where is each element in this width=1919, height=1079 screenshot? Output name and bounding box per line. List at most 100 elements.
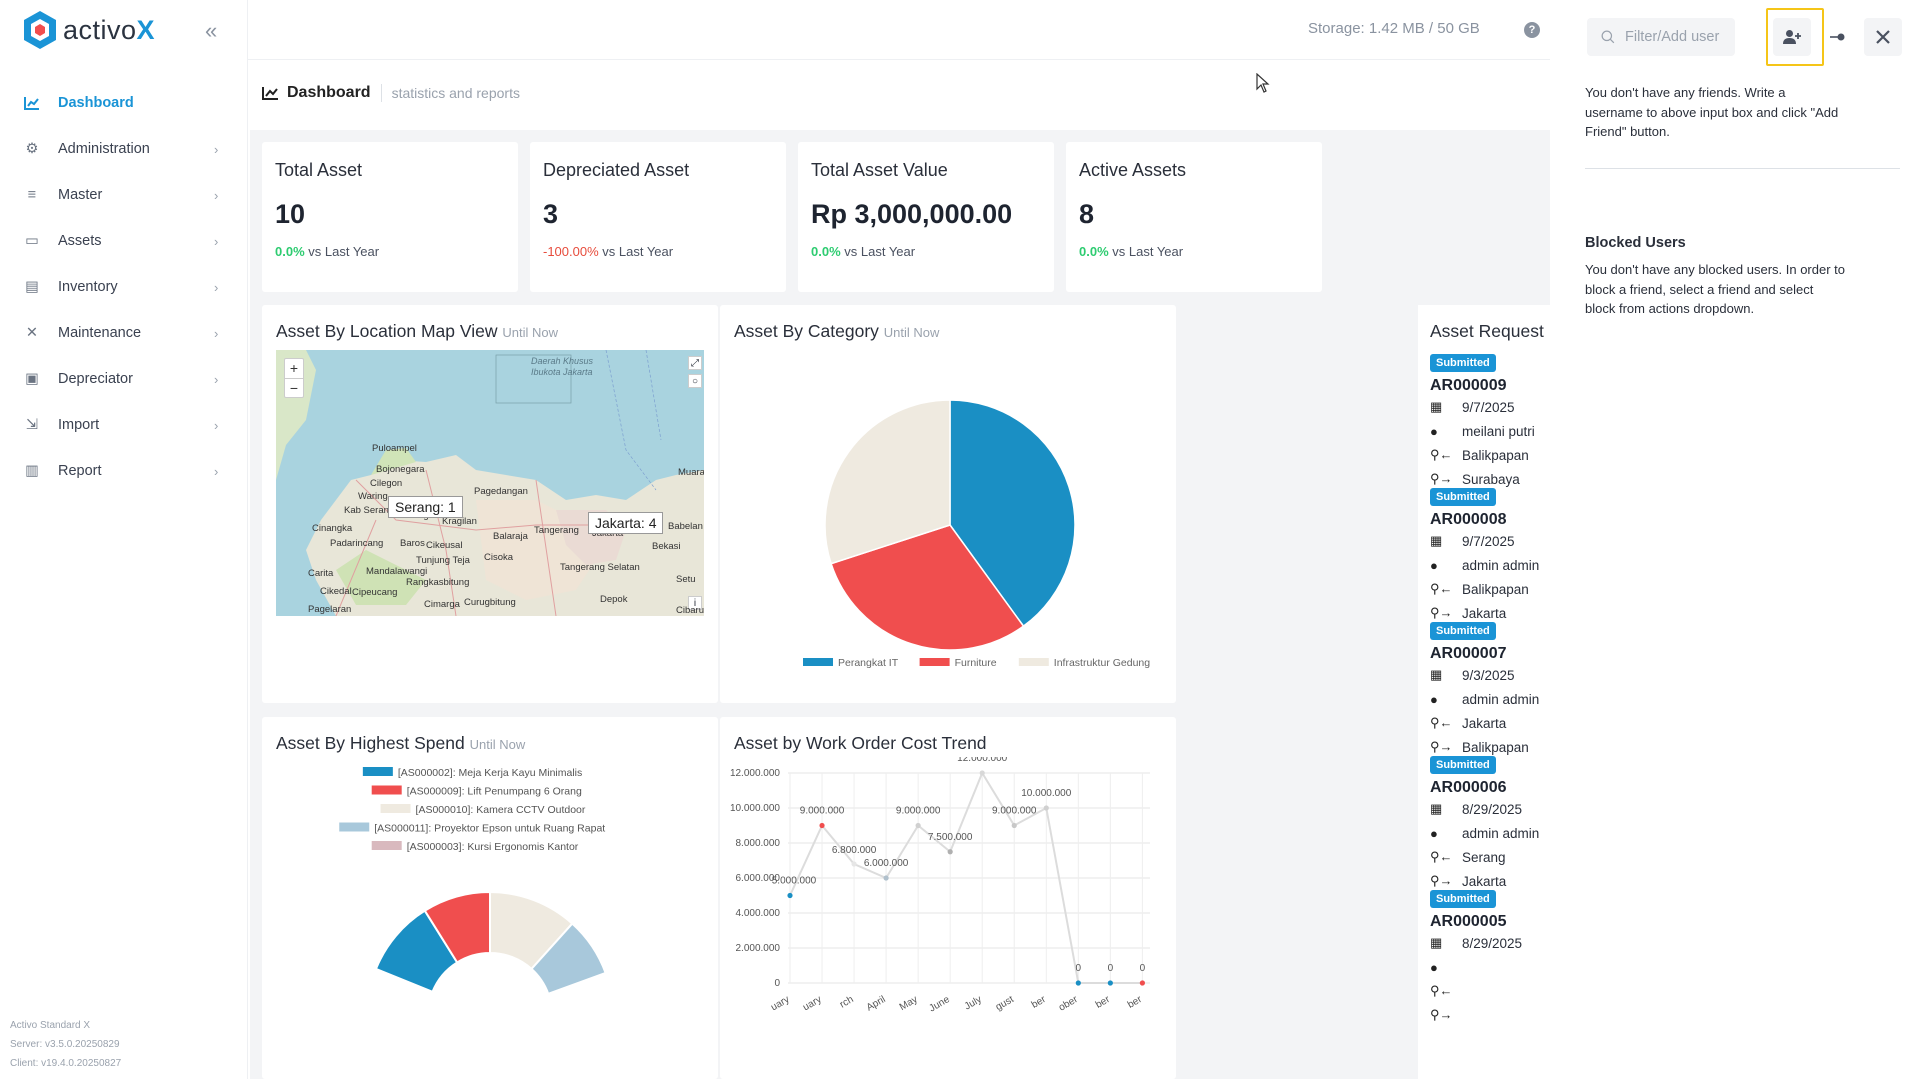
legend-swatch — [1018, 658, 1049, 666]
request-id: AR000005 — [1430, 913, 1507, 930]
sidebar-item-assets[interactable]: ▭ Assets › — [0, 218, 248, 264]
pie-slice[interactable] — [949, 399, 1076, 628]
donut-slice[interactable] — [530, 922, 607, 996]
request-item[interactable]: Submitted AR000009 ▦ 9/7/2025 ● meilani putri… — [1430, 353, 1552, 491]
zoom-in-button[interactable]: + — [289, 360, 299, 376]
data-point[interactable] — [1075, 980, 1081, 986]
friends-panel — [1550, 0, 1919, 1079]
zoom-out-button[interactable]: − — [285, 378, 303, 397]
add-friend-button[interactable] — [1773, 18, 1811, 56]
status-badge: Submitted — [1430, 622, 1496, 640]
map-place-label: Padarincang — [330, 538, 384, 549]
data-point[interactable] — [1043, 805, 1049, 811]
legend-label: [AS000011]: Proyektor Epson untuk Ruang … — [374, 823, 605, 835]
request-to: ⚲→ — [1430, 1003, 1552, 1027]
close-panel-button[interactable] — [1864, 18, 1902, 56]
request-item[interactable]: Submitted AR000005 ▦ 8/29/2025 ● ⚲← ⚲→ — [1430, 889, 1552, 1027]
request-from: ⚲← Balikpapan — [1430, 447, 1529, 463]
y-tick-label: 0 — [774, 978, 780, 989]
data-point[interactable] — [1011, 822, 1017, 829]
locate-icon[interactable]: ○ — [688, 374, 702, 388]
sidebar-item-maintenance[interactable]: ✕ Maintenance › — [0, 310, 248, 356]
request-date: ▦ 8/29/2025 — [1430, 935, 1523, 951]
location-map[interactable]: + − ⤢ ○ i Daerah Khusus Ibukota Jakarta Pu… — [276, 350, 704, 616]
info-icon[interactable]: i — [688, 596, 702, 610]
x-tick-label: May — [898, 994, 920, 1013]
clipboard-icon: ▣ — [25, 371, 39, 387]
data-label: 10.000.000 — [1021, 788, 1071, 799]
map-place-label: Mandalawangi — [366, 566, 428, 577]
toggle-panel-button[interactable] — [1818, 18, 1856, 56]
data-point[interactable] — [819, 822, 825, 829]
y-tick-label: 2.000.000 — [736, 943, 781, 954]
help-icon[interactable]: ? — [1524, 22, 1540, 38]
chevron-right-icon: › — [214, 417, 219, 433]
data-label: 0 — [1140, 963, 1146, 974]
request-from: ⚲← Balikpapan — [1430, 581, 1529, 597]
map-place-label: Cimarga — [424, 599, 460, 610]
request-item[interactable]: Submitted AR000008 ▦ 9/7/2025 ● admin admin ⚲←… — [1430, 487, 1552, 625]
legend-label: Infrastruktur Gedung — [1054, 657, 1150, 669]
map-marker-label-serang[interactable]: Serang: 1 — [388, 496, 463, 518]
sidebar-item-label: Inventory — [58, 279, 118, 295]
filter-add-user-input[interactable] — [1625, 29, 1735, 45]
sidebar-item-label: Administration — [58, 141, 150, 157]
data-point[interactable] — [1139, 980, 1145, 986]
map-place-label: Cipeucang — [352, 587, 398, 598]
map-place-label: Daerah Khusus — [531, 356, 594, 366]
map-place-label: Tangerang Selatan — [560, 562, 640, 573]
legend-swatch — [919, 658, 950, 666]
request-to: ⚲→ Jakarta — [1430, 873, 1507, 889]
x-tick-label: ber — [1030, 994, 1049, 1011]
map-place-label: Depok — [600, 594, 628, 605]
collapse-sidebar-button[interactable]: « — [205, 18, 218, 43]
legend-label: Furniture — [955, 657, 997, 669]
warehouse-icon: ▤ — [25, 279, 39, 295]
category-pie-chart[interactable]: Perangkat IT Furniture Infrastruktur Gedun… — [720, 343, 1176, 703]
logo[interactable]: activoX — [22, 10, 155, 50]
request-item[interactable]: Submitted AR000007 ▦ 9/3/2025 ● admin admin ⚲←… — [1430, 621, 1552, 759]
cost-trend-line-chart[interactable]: 0 2.000.000 4.000.000 6.000.000 8.000.000 10.… — [720, 757, 1176, 1077]
sidebar-item-administration[interactable]: ⚙ Administration › — [0, 126, 248, 172]
sidebar-item-label: Master — [58, 187, 103, 203]
data-point[interactable] — [1107, 980, 1113, 986]
asset-request-card: Asset Request Submitted AR000009 ▦ 9/7/2025… — [1418, 305, 1552, 1079]
pie-slice[interactable] — [830, 524, 1025, 651]
stat-title: Total Asset — [275, 160, 363, 180]
pie-slice[interactable] — [824, 399, 951, 565]
data-point[interactable] — [915, 822, 921, 829]
database-icon: ≡ — [27, 187, 37, 203]
sidebar-nav: Dashboard ⚙ Administration › ≡ Master › ▭ Assets… — [0, 80, 248, 494]
map-marker-label-jakarta[interactable]: Jakarta: 4 — [588, 512, 664, 534]
sidebar-item-report[interactable]: ▥ Report › — [0, 448, 248, 494]
map-place-label: Waring — [358, 491, 388, 502]
status-badge: Submitted — [1430, 890, 1496, 908]
request-id: AR000008 — [1430, 511, 1507, 528]
chart-line-icon — [22, 94, 42, 112]
legend-label: Perangkat IT — [838, 657, 899, 669]
blocked-users-title: Blocked Users — [1585, 235, 1686, 251]
data-point[interactable] — [787, 892, 793, 899]
fullscreen-icon[interactable]: ⤢ — [688, 356, 702, 370]
calendar-icon: ▦ — [1430, 801, 1443, 816]
map-place-label: Curugbitung — [464, 597, 516, 608]
data-point[interactable] — [883, 875, 889, 881]
stat-card: Total Asset Value Rp 3,000,000.00 0.0% vs … — [798, 142, 1054, 292]
stat-change: -100.00% vs Last Year — [543, 244, 674, 259]
map-place-label: Ibukota Jakarta — [531, 367, 593, 377]
sidebar-item-master[interactable]: ≡ Master › — [0, 172, 248, 218]
request-item[interactable]: Submitted AR000006 ▦ 8/29/2025 ● admin admin ⚲… — [1430, 755, 1552, 893]
sidebar-item-inventory[interactable]: ▤ Inventory › — [0, 264, 248, 310]
data-point[interactable] — [979, 770, 985, 776]
sidebar-item-import[interactable]: ⇲ Import › — [0, 402, 248, 448]
close-icon — [1876, 30, 1890, 44]
highest-spend-chart[interactable]: [AS000002]: Meja Kerja Kayu Minimalis [AS… — [262, 749, 718, 1079]
sidebar-item-depreciator[interactable]: ▣ Depreciator › — [0, 356, 248, 402]
stat-value: 8 — [1079, 199, 1095, 229]
x-tick-label: ber — [1126, 994, 1145, 1011]
y-tick-label: 10.000.000 — [730, 803, 780, 814]
data-point[interactable] — [947, 849, 953, 855]
user-icon: ● — [1430, 423, 1438, 439]
sidebar-item-dashboard[interactable]: Dashboard — [0, 80, 248, 126]
data-point[interactable] — [851, 861, 857, 867]
